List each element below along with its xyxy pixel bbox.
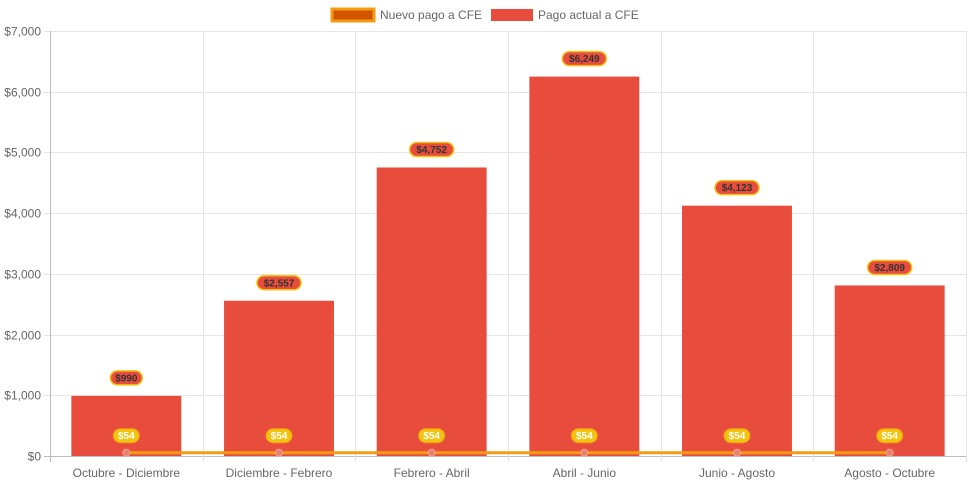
legend-label-actual: Pago actual a CFE: [538, 8, 639, 22]
x-tick-label: Abril - Junio: [553, 466, 617, 480]
bar: [682, 205, 792, 456]
bar-value-label-bg: [109, 370, 144, 386]
legend: Nuevo pago a CFE Pago actual a CFE: [330, 7, 639, 23]
bar-value-labels: $990 $2,557 $4,752 $6,249 $4,123 $2,809: [109, 50, 913, 386]
legend-item-actual[interactable]: Pago actual a CFE: [491, 8, 639, 22]
legend-swatch-actual: [491, 9, 533, 21]
y-axis: $0 $1,000 $2,000 $3,000 $4,000 $5,000 $6,000 $7…: [4, 25, 41, 464]
y-tick-label: $7,000: [4, 25, 41, 39]
line-value-label-bg: [723, 428, 751, 444]
line-value-label-bg: [570, 428, 598, 444]
bar: [71, 395, 182, 456]
legend-swatch-nuevo: [330, 7, 376, 23]
line-value-label-bg: [418, 428, 446, 444]
line-point: [275, 448, 283, 457]
legend-item-nuevo[interactable]: Nuevo pago a CFE: [330, 7, 482, 23]
bars-series: [71, 76, 945, 456]
y-tick-label: $2,000: [4, 329, 41, 343]
line-value-label: $54: [118, 431, 135, 442]
bar-value-label-bg: [561, 50, 608, 67]
y-tick-label: $0: [28, 450, 42, 464]
y-tick-label: $3,000: [4, 268, 41, 282]
line-value-label: $54: [729, 431, 746, 442]
line-point: [427, 448, 436, 457]
line-point: [885, 448, 894, 457]
line-series: [122, 448, 894, 457]
y-tick-label: $6,000: [4, 86, 41, 100]
line-value-label: $54: [423, 431, 440, 442]
x-tick-label: Junio - Agosto: [699, 466, 775, 480]
line-point: [122, 448, 131, 457]
line-value-label-bg: [876, 428, 904, 444]
bar-value-label-bg: [866, 259, 913, 276]
bar-value-label-bg: [714, 179, 760, 196]
bar-value-label: $2,809: [874, 263, 905, 274]
y-tick-label: $1,000: [4, 389, 41, 403]
bar-value-label: $4,752: [416, 145, 447, 156]
line-point: [733, 448, 741, 457]
bar-value-label: $2,557: [264, 278, 295, 289]
grid: [44, 31, 967, 462]
bar: [529, 76, 640, 456]
legend-label-nuevo: Nuevo pago a CFE: [380, 8, 482, 22]
y-tick-label: $4,000: [4, 207, 41, 221]
x-tick-label: Diciembre - Febrero: [226, 466, 333, 480]
bar-value-label: $4,123: [722, 183, 753, 194]
bar: [834, 285, 945, 456]
line-value-label-bg: [265, 428, 293, 444]
bar-value-label-bg: [256, 275, 302, 291]
line-value-labels: $54 $54 $54 $54 $54 $54: [112, 428, 904, 444]
bar-value-label-bg: [408, 141, 455, 158]
bar-value-label: $990: [115, 373, 138, 384]
line-value-label: $54: [271, 431, 288, 442]
x-tick-label: Febrero - Abril: [394, 466, 470, 480]
bar-value-label: $6,249: [569, 54, 600, 65]
x-tick-label: Octubre - Diciembre: [73, 466, 181, 480]
y-tick-label: $5,000: [4, 146, 41, 160]
line-value-label: $54: [576, 431, 593, 442]
bar: [376, 167, 487, 456]
x-tick-label: Agosto - Octubre: [844, 466, 935, 480]
line-value-label: $54: [881, 431, 898, 442]
line-value-label-bg: [112, 428, 140, 444]
x-axis: Octubre - Diciembre Diciembre - Febrero Fe…: [73, 466, 936, 480]
line-point: [580, 448, 589, 457]
